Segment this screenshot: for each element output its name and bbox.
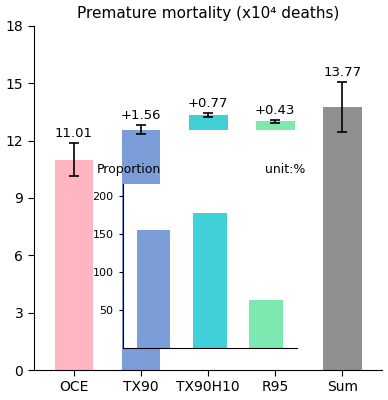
Text: +1.56: +1.56 bbox=[121, 109, 161, 122]
Bar bbox=[256, 122, 294, 130]
Text: 13.77: 13.77 bbox=[323, 66, 361, 79]
Text: 11.01: 11.01 bbox=[55, 128, 93, 140]
Text: +0.77: +0.77 bbox=[188, 97, 228, 110]
Bar bbox=[323, 107, 362, 370]
Bar bbox=[54, 160, 94, 370]
Text: +0.43: +0.43 bbox=[255, 104, 295, 117]
Bar bbox=[189, 115, 227, 130]
Bar bbox=[121, 130, 161, 370]
Title: Premature mortality (x10⁴ deaths): Premature mortality (x10⁴ deaths) bbox=[77, 6, 339, 20]
